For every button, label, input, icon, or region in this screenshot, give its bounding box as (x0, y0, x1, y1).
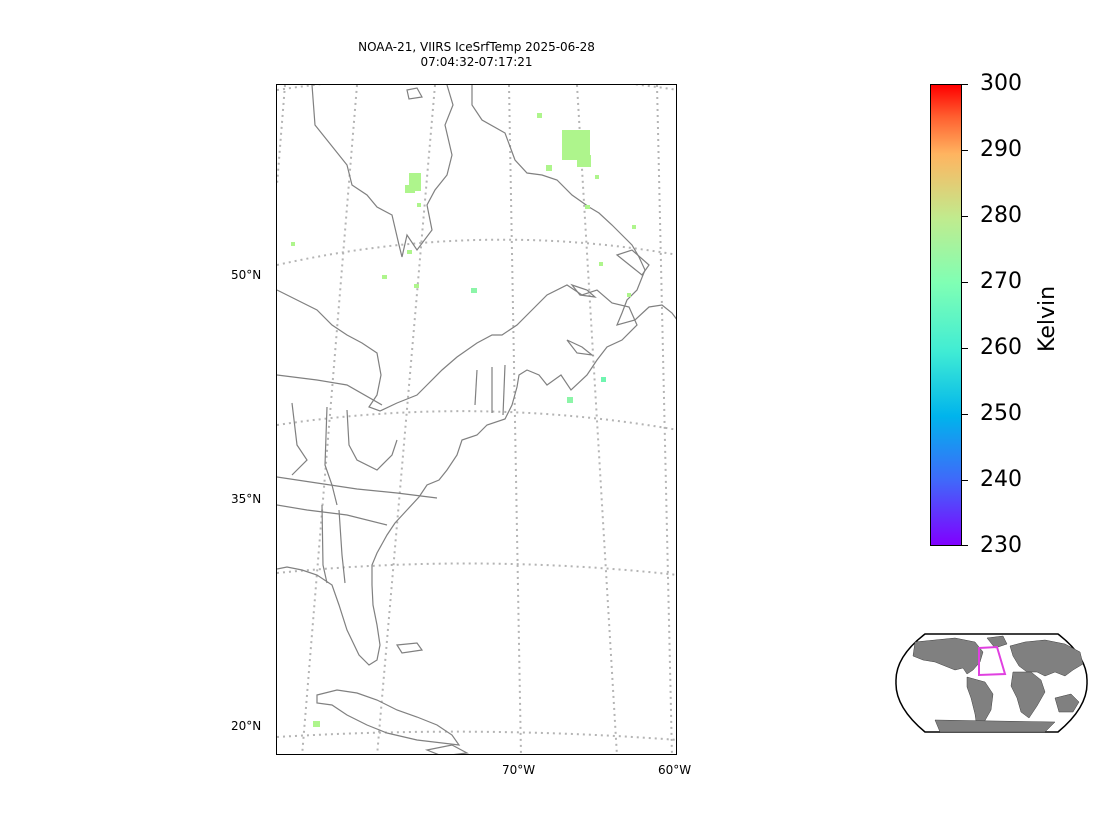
colorbar-tick-label: 270 (980, 269, 1022, 294)
lat-label-20n: 20°N (231, 719, 262, 733)
data-point (407, 250, 412, 254)
lat-label-50n: 50°N (231, 268, 262, 282)
title-line-2: 07:04:32-07:17:21 (420, 55, 533, 69)
colorbar-tick-label: 300 (980, 71, 1022, 96)
data-point (577, 155, 591, 167)
graticule (277, 85, 676, 754)
world-locator-map (895, 632, 1088, 734)
data-point (632, 225, 636, 229)
colorbar-tick-label: 290 (980, 137, 1022, 162)
data-point (601, 377, 606, 382)
colorbar-tick (962, 414, 968, 416)
title-line-1: NOAA-21, VIIRS IceSrfTemp 2025-06-28 (358, 40, 595, 54)
data-points (291, 113, 636, 727)
colorbar-tick-label: 250 (980, 401, 1022, 426)
colorbar-tick (962, 216, 968, 218)
colorbar-tick (962, 150, 968, 152)
data-point (595, 175, 599, 179)
data-point (567, 397, 573, 403)
data-point (546, 165, 552, 171)
colorbar-tick (962, 282, 968, 284)
lon-label-70w: 70°W (502, 763, 536, 777)
data-point (291, 242, 295, 246)
colorbar-tick-label: 230 (980, 533, 1022, 558)
data-point (471, 288, 477, 293)
map-panel[interactable] (276, 84, 677, 755)
colorbar-tick (962, 84, 968, 86)
data-point (599, 262, 603, 266)
colorbar-tick (962, 545, 968, 547)
data-point (627, 293, 631, 297)
colorbar-tick (962, 480, 968, 482)
data-point (313, 721, 320, 727)
map-canvas (277, 85, 676, 754)
data-point (417, 203, 421, 207)
data-point (405, 185, 415, 193)
colorbar-tick (962, 348, 968, 350)
colorbar (930, 84, 962, 546)
colorbar-tick-label: 280 (980, 203, 1022, 228)
lon-label-60w: 60°W (658, 763, 692, 777)
lat-label-35n: 35°N (231, 492, 262, 506)
data-point (414, 284, 419, 288)
data-point (585, 205, 590, 209)
colorbar-tick-label: 260 (980, 335, 1022, 360)
region-box (978, 645, 1007, 677)
data-point (382, 275, 387, 279)
data-point (537, 113, 542, 118)
globe-canvas (895, 633, 1088, 733)
map-title: NOAA-21, VIIRS IceSrfTemp 2025-06-28 07:… (276, 40, 677, 70)
colorbar-tick-label: 240 (980, 467, 1022, 492)
coastlines (277, 85, 676, 754)
colorbar-title: Kelvin (1035, 285, 1060, 352)
